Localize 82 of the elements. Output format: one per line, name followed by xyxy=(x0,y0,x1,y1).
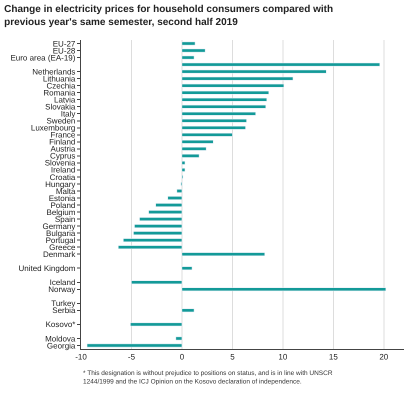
y-tick-label: Turkey xyxy=(51,299,76,308)
y-tick-label: United Kingdom xyxy=(18,264,76,274)
y-tick-label: Finland xyxy=(49,138,76,147)
bar xyxy=(182,168,186,172)
bar xyxy=(133,231,182,235)
y-tick-label: Croatia xyxy=(50,172,76,182)
bar xyxy=(182,112,256,116)
bar xyxy=(182,62,380,66)
bar xyxy=(176,336,182,340)
y-tick-label: Cyprus xyxy=(50,152,76,161)
bar xyxy=(182,84,284,88)
y-tick-label: France xyxy=(50,130,76,140)
y-tick-label: Hungary xyxy=(45,180,76,189)
y-tick-label: Norway xyxy=(48,285,76,294)
y-tick-label: Malta xyxy=(56,186,76,196)
bar xyxy=(182,252,265,256)
bar xyxy=(168,196,182,200)
chart-title: Change in electricity prices for household consumers compared with previous year's same semester, second half 2019 xyxy=(4,4,334,28)
bar xyxy=(134,224,182,228)
bar xyxy=(182,70,327,74)
bar xyxy=(176,189,182,193)
bar xyxy=(139,217,182,221)
y-tick-label: Euro area (EA-19) xyxy=(10,53,76,62)
bar xyxy=(182,161,186,165)
y-tick-label: Netherlands xyxy=(32,67,76,76)
x-tick-label: -5 xyxy=(128,352,136,362)
y-tick-label: Denmark xyxy=(42,250,76,259)
y-tick-label: Germany xyxy=(42,222,76,231)
bar xyxy=(148,210,182,214)
bar xyxy=(118,245,182,249)
x-tick-label: 20 xyxy=(379,352,389,362)
y-tick-label: Slovakia xyxy=(45,102,76,112)
x-tick-label: 15 xyxy=(328,352,338,362)
y-tick-label: Czechia xyxy=(46,81,76,90)
y-tick-label: Georgia xyxy=(46,341,76,350)
y-tick-label: Iceland xyxy=(50,278,76,288)
y-tick-label: Estonia xyxy=(48,194,76,203)
y-tick-label: EU-27 xyxy=(52,39,76,48)
y-tick-label: Romania xyxy=(43,88,76,98)
bar xyxy=(182,56,194,60)
bar xyxy=(182,266,192,270)
bar xyxy=(182,48,206,52)
bar xyxy=(182,126,246,130)
bar xyxy=(182,140,214,144)
y-tick-label: Serbia xyxy=(52,306,76,316)
y-tick-label: Belgium xyxy=(46,208,76,217)
bar xyxy=(182,42,196,46)
y-tick-label: EU-28 xyxy=(52,46,76,56)
x-tick-label: 10 xyxy=(278,352,288,362)
bar xyxy=(182,90,269,94)
y-tick-label: Kosovo* xyxy=(46,320,76,330)
x-tick-label: -10 xyxy=(75,352,88,362)
bar xyxy=(182,118,247,123)
x-tick-label: 5 xyxy=(230,352,236,362)
y-tick-label: Ireland xyxy=(50,166,76,175)
bar xyxy=(182,104,266,109)
y-tick-label: Luxembourg xyxy=(30,124,76,133)
bar xyxy=(182,132,233,137)
bar xyxy=(182,287,386,292)
y-tick-label: Slovenia xyxy=(44,158,76,168)
y-tick-label: Moldova xyxy=(45,334,76,344)
y-tick-label: Austria xyxy=(50,144,76,154)
y-tick-label: Spain xyxy=(54,214,76,224)
bar xyxy=(155,203,182,207)
bar xyxy=(182,308,194,312)
y-tick-label: Portugal xyxy=(46,236,76,245)
bar xyxy=(182,147,206,151)
y-tick-label: Greece xyxy=(49,242,76,252)
bar xyxy=(182,154,200,158)
bar xyxy=(123,238,182,242)
bar xyxy=(130,322,182,326)
bar xyxy=(182,76,294,80)
y-tick-label: Italy xyxy=(60,110,76,119)
y-tick-label: Latvia xyxy=(54,95,76,104)
y-tick-label: Sweden xyxy=(46,116,76,126)
y-tick-label: Bulgaria xyxy=(46,228,76,238)
bar xyxy=(86,344,182,348)
bar xyxy=(182,98,267,102)
x-tick-label: 0 xyxy=(180,352,185,362)
bar xyxy=(131,280,182,284)
y-tick-label: Poland xyxy=(50,200,76,210)
y-tick-label: Lithuania xyxy=(42,74,76,84)
